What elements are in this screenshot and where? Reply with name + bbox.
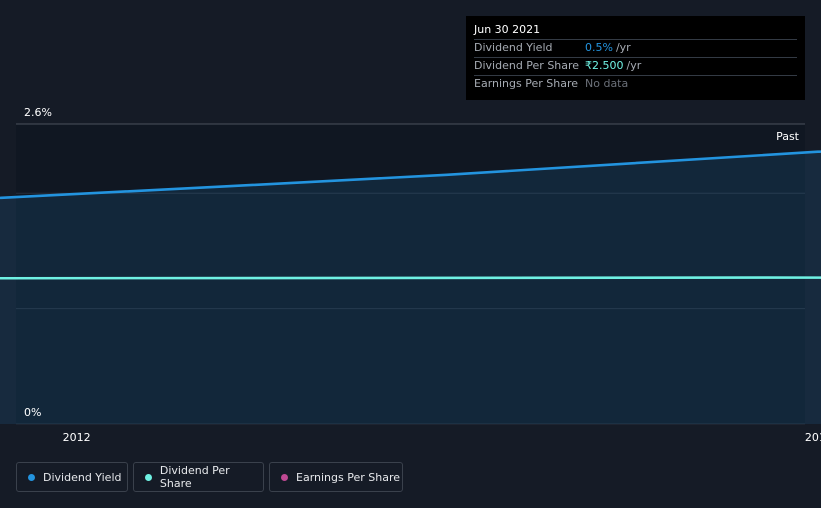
legend-dot-icon xyxy=(281,473,288,481)
x-axis-ticks: 2012201320142015201620172018201920202021 xyxy=(63,431,821,444)
tooltip-unit: /yr xyxy=(615,41,631,54)
legend-item-dividend-per-share[interactable]: Dividend Per Share xyxy=(133,462,264,492)
legend-label: Dividend Yield xyxy=(43,470,122,484)
tooltip-unit: /yr xyxy=(626,59,642,72)
legend-label: Dividend Per Share xyxy=(159,464,230,490)
gridlines xyxy=(16,123,805,425)
tooltip-row-earnings-per-share: Earnings Per Share No data xyxy=(474,75,797,93)
tooltip-row-dividend-per-share: Dividend Per Share ₹2.500 /yr xyxy=(474,57,797,75)
tooltip-date: Jun 30 2021 xyxy=(474,23,541,36)
legend-item-dividend-yield[interactable]: Dividend Yield xyxy=(16,462,128,492)
legend-dot-icon xyxy=(145,473,152,481)
tooltip-label: Earnings Per Share xyxy=(474,77,579,90)
y-axis-min-label: 0% xyxy=(24,406,41,419)
x-tick-label: 2012 xyxy=(63,431,91,444)
dividend-yield-area xyxy=(0,151,821,424)
legend-item-earnings-per-share[interactable]: Earnings Per Share xyxy=(269,462,403,492)
past-label: Past xyxy=(776,130,800,143)
tooltip-label: Dividend Yield xyxy=(474,41,553,54)
plot-background xyxy=(16,124,805,424)
hover-tooltip: Jun 30 2021 Dividend Yield 0.5% /yr Divi… xyxy=(466,16,805,100)
legend-dot-icon xyxy=(28,473,35,481)
y-axis-max-label: 2.6% xyxy=(24,106,52,119)
tooltip-row-dividend-yield: Dividend Yield 0.5% /yr xyxy=(474,39,797,57)
tooltip-value: 0.5% xyxy=(585,41,613,54)
legend-label: Earnings Per Share xyxy=(296,470,401,484)
tooltip-label: Dividend Per Share xyxy=(474,59,580,72)
series-areas xyxy=(0,151,821,424)
tooltip-value: ₹2.500 xyxy=(585,59,624,72)
tooltip-value: No data xyxy=(585,77,629,90)
x-tick-label: 2013 xyxy=(805,431,821,444)
